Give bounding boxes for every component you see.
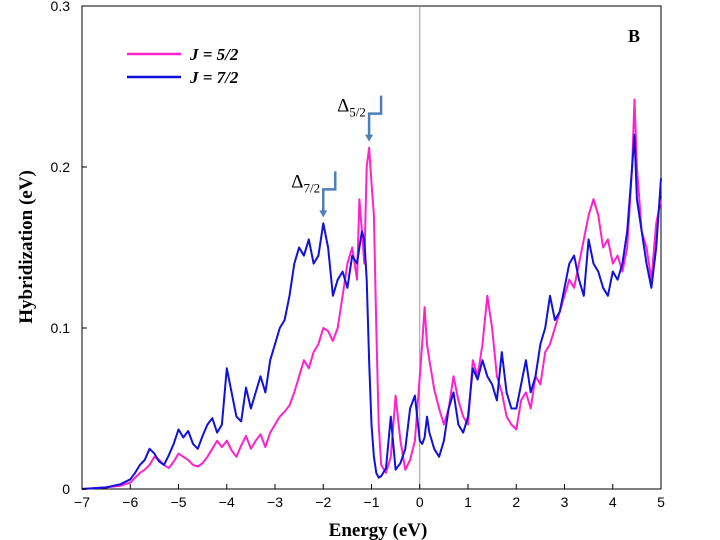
x-tick-label: −1 bbox=[364, 494, 380, 510]
y-axis-title: Hybridization (eV) bbox=[16, 170, 37, 324]
x-tick-label: −7 bbox=[74, 494, 90, 510]
y-tick-label: 0.2 bbox=[51, 159, 71, 175]
x-tick-label: 2 bbox=[512, 494, 520, 510]
annotation-label: Δ7/2 bbox=[291, 171, 320, 195]
legend-label-j52: J = 5/2 bbox=[189, 45, 239, 64]
annotation-label: Δ5/2 bbox=[337, 96, 366, 120]
x-tick-label: −3 bbox=[267, 494, 283, 510]
x-tick-label: 5 bbox=[657, 494, 665, 510]
axis-ticks: −7 −6 −5 −4 −3 −2 −1 0 1 2 3 4 5 0 0.1 0.2 0.3 bbox=[51, 0, 666, 510]
series-layer bbox=[81, 98, 662, 490]
x-tick-label: 3 bbox=[561, 494, 569, 510]
panel-label: B bbox=[628, 26, 640, 46]
x-tick-label: −4 bbox=[219, 494, 235, 510]
annotation-arrow bbox=[367, 95, 383, 136]
legend-label-j72: J = 7/2 bbox=[189, 68, 239, 87]
x-tick-label: 0 bbox=[416, 494, 424, 510]
y-tick-label: 0.3 bbox=[51, 0, 71, 14]
gap-annotation-7-2: Δ7/2 bbox=[291, 171, 337, 218]
annotation-arrowhead bbox=[365, 134, 374, 142]
x-tick-label: −2 bbox=[315, 494, 331, 510]
annotation-arrowhead bbox=[319, 210, 328, 218]
x-tick-label: 4 bbox=[609, 494, 617, 510]
series-line-j52 bbox=[81, 98, 662, 490]
x-tick-label: 1 bbox=[464, 494, 472, 510]
series-line-j72 bbox=[81, 133, 662, 490]
y-tick-label: 0 bbox=[62, 481, 70, 497]
x-axis-title: Energy (eV) bbox=[329, 520, 428, 540]
legend: J = 5/2 J = 7/2 bbox=[127, 45, 239, 87]
y-tick-label: 0.1 bbox=[51, 320, 71, 336]
gap-annotation-5-2: Δ5/2 bbox=[337, 95, 383, 142]
x-tick-label: −6 bbox=[122, 494, 138, 510]
annotation-arrow bbox=[322, 171, 337, 212]
x-tick-label: −5 bbox=[171, 494, 187, 510]
